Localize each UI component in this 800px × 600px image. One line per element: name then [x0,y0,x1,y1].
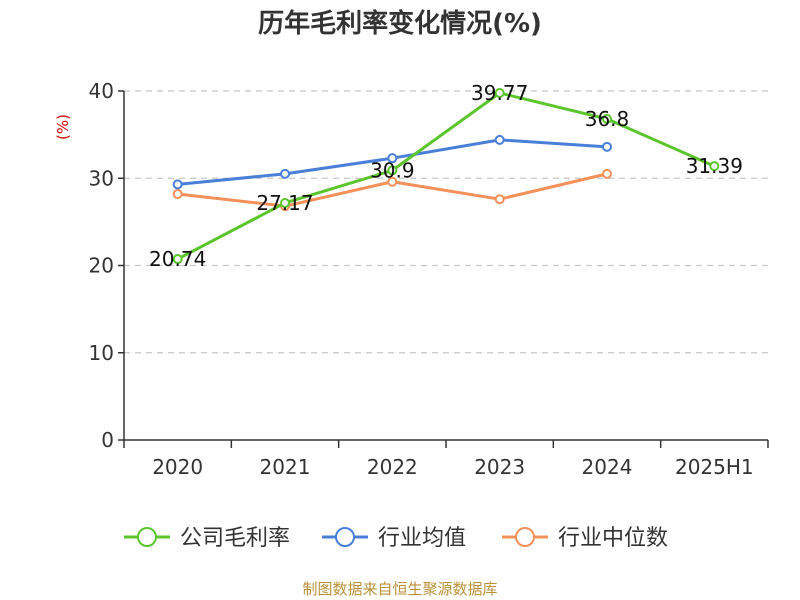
y-tick-label: 10 [89,341,114,365]
legend-label: 行业均值 [378,526,466,551]
y-tick-label: 0 [101,428,114,452]
series-point-0 [172,254,183,265]
series-point-1 [280,168,290,179]
series-point-1 [387,153,398,164]
legend-label: 公司毛利率 [180,526,290,551]
series-point-1 [494,134,505,145]
data-label: 20.74 [149,247,206,271]
data-label: 31.39 [686,154,743,178]
x-tick-label: 2023 [474,455,525,479]
series-point-2 [172,188,183,199]
data-label: 36.8 [585,107,630,131]
series-point-0 [387,165,398,176]
series-point-2 [494,194,505,205]
series-point-0 [494,88,505,99]
axes: 0 10 20 30 40 2020 2021 2022 2023 2024 2025H1 [89,79,769,479]
y-axis-label: (%) [54,114,72,140]
chart-title: 历年毛利率变化情况(%) [258,8,542,39]
series-point-0 [602,113,612,124]
legend-item-1: 行业均值 [322,526,466,551]
legend: 公司毛利率 行业均值 行业中位数 [124,526,668,551]
legend-item-2: 行业中位数 [502,526,668,551]
series-point-2 [387,176,398,187]
legend-swatch-marker [515,527,535,547]
x-tick-label: 2021 [260,455,311,479]
data-labels: 20.74 27.17 30.9 39.77 36.8 31.39 [149,81,743,271]
legend-swatch-marker [137,527,157,547]
legend-label: 行业中位数 [558,526,668,551]
x-tick-label: 2024 [582,455,633,479]
series-line-0 [176,91,715,261]
series-layer [172,88,720,265]
x-tick-label: 2025H1 [675,455,754,479]
x-tick-label: 2022 [367,455,418,479]
series-point-1 [172,179,183,190]
y-tick-label: 20 [89,254,114,278]
source-note: 制图数据来自恒生聚源数据库 [302,580,497,598]
data-label: 27.17 [256,191,313,215]
series-point-0 [280,197,290,208]
series-point-2 [602,168,612,179]
x-tick-label: 2020 [152,455,203,479]
y-tick-label: 40 [89,79,114,103]
legend-item-0: 公司毛利率 [124,526,290,551]
series-point-1 [602,141,612,152]
gridlines [124,90,768,354]
legend-swatch-marker [335,527,355,547]
series-point-0 [709,161,720,172]
data-label: 39.77 [471,81,528,105]
data-label: 30.9 [370,158,415,182]
y-tick-label: 30 [89,166,114,190]
